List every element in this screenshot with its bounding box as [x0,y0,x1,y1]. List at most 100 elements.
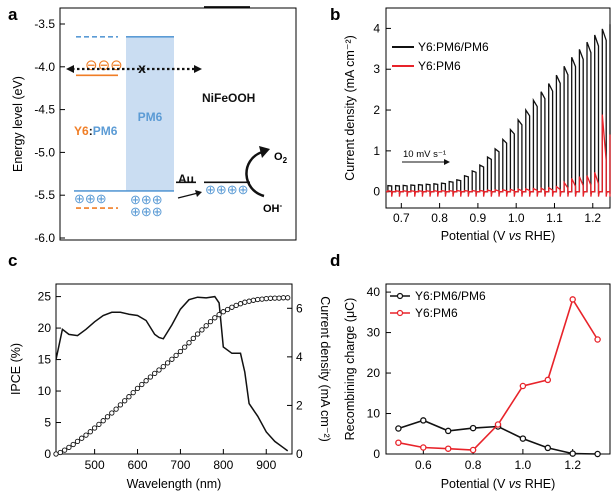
integrated-current-marker [224,306,231,313]
panel-c-left-y-tick-label: 0 [44,447,51,461]
integrated-current-marker [61,447,68,453]
integrated-current-marker [152,370,158,377]
data-point-y6pm6 [420,444,427,451]
panel-c-x-tick-label: 800 [213,458,233,472]
panel-c-x-tick-label: 600 [128,458,148,472]
data-point-y6pm6 [519,382,527,390]
panel-a-y-tick-label: -5.5 [34,188,55,202]
panel-d-x-tick-label: 0.8 [465,458,482,472]
panel-c-chart: c 500 600 700 800 900 0 5 10 15 20 25 0 2 4 6 Waveleng… [8,251,332,491]
series-line-y6pm6 [386,114,611,197]
panel-c-x-tick-label: 500 [85,458,105,472]
data-point-y6pm6pm6 [594,450,601,458]
panel-b-y-tick-label: 1 [373,144,380,158]
integrated-current-marker [250,297,257,303]
panel-d-y-axis-label: Recombining charge (μC) [343,298,357,441]
series-line-ipce [55,295,289,452]
integrated-current-marker [122,398,128,404]
panel-d-y-tick-label: 20 [367,366,381,380]
panel-b-y-tick-label: 3 [373,62,380,76]
panel-c-left-y-tick-label: 25 [38,290,52,304]
integrated-current-marker [57,449,63,456]
integrated-current-marker [199,327,205,333]
y6-pm6-label: Y6:PM6 [74,124,118,138]
integrated-current-marker [233,302,239,309]
legend-label-d-y6pm6pm6: Y6:PM6/PM6 [415,289,486,303]
au-holes: ⊕⊕⊕⊕ [205,182,249,197]
panel-b-frame [385,7,611,209]
panel-b-ticks: 0.7 0.8 0.9 1.0 1.1 1.2 0 1 2 3 4 [373,21,601,225]
integrated-current-marker [229,304,235,310]
integrated-current-marker [203,323,209,329]
panel-c-left-y-axis-label: IPCE (%) [9,343,23,395]
panel-c-x-tick-label: 900 [256,458,276,472]
panel-letter-a: a [8,5,18,24]
oh-superscript: - [280,201,283,210]
panel-b-legend: Y6:PM6/PM6 Y6:PM6 [392,40,489,73]
panel-b-y-tick-label: 2 [373,103,380,117]
integrated-current-marker [96,421,102,428]
integrated-current-marker [156,367,162,373]
o2-subscript: 2 [283,156,288,165]
panel-d-y-tick-label: 0 [373,447,380,461]
integrated-current-marker [207,318,214,325]
oh-text: OH [263,203,280,215]
integrated-current-marker [109,410,115,416]
panel-letter-b: b [330,5,340,24]
hole-transfer-arrow-head-icon [195,190,202,197]
integrated-current-marker [70,441,76,448]
panel-a-y-tick-label: -4.5 [34,103,55,117]
pm6-band-hatch [126,36,174,191]
data-point-y6pm6pm6 [519,435,527,442]
panel-d-x-tick-label: 1.0 [515,458,532,472]
data-point-y6pm6 [569,296,576,303]
panel-d-frame [385,283,611,455]
integrated-current-marker [87,429,93,435]
panel-b-xlabel-part1: Potential (V [441,229,509,243]
panel-a-y-tick-label: -3.5 [34,17,55,31]
panel-d-x-tick-label: 1.2 [564,458,581,472]
y6-electrons: ⊖⊖⊖ [85,57,123,74]
scan-rate-arrow-head-icon [444,159,450,165]
energy-levels [74,6,250,209]
integrated-current-marker [194,331,201,337]
blocked-cross: x [138,60,146,76]
integrated-current-marker [246,298,252,304]
panel-b-x-tick-label: 0.8 [431,211,448,225]
legend-label-y6pm6: Y6:PM6 [418,59,461,73]
integrated-current-marker [259,296,265,302]
integrated-current-marker [117,402,124,408]
panel-a-y-tick-label: -5.0 [34,145,55,159]
panel-c-right-y-tick-label: 0 [296,447,303,461]
panel-c-ticks: 500 600 700 800 900 0 5 10 15 20 25 0 2 4 6 [38,290,303,472]
legend-marker-d-y6pm6 [396,309,404,317]
panel-b-y-tick-label: 4 [373,21,380,35]
integrated-current-marker [143,378,149,384]
integrated-current-marker [79,435,85,441]
integrated-current-marker [134,385,141,392]
o2-label: O2 [274,151,288,165]
panel-c-left-y-tick-label: 15 [38,353,52,367]
oh-label: OH- [263,201,283,215]
integrated-current-marker [220,309,226,315]
integrated-current-marker [173,352,179,359]
panel-a-energy-diagram: a -3.5 -4.0 -4.5 -5.0 -5.5 -6.0 Energy level … [8,5,297,245]
colon-label: : [89,124,93,138]
panel-d-xlabel-vs: vs [509,477,522,491]
integrated-current-marker [113,406,119,412]
integrated-current-marker [267,295,274,301]
integrated-current-marker [126,394,132,400]
integrated-current-marker [255,296,261,303]
legend-marker-d-y6pm6pm6 [396,292,404,300]
panel-b-xlabel-vs: vs [509,229,522,243]
integrated-current-marker [280,295,287,301]
panel-c-right-y-tick-label: 4 [296,350,303,364]
panel-b-chart: b 0.7 0.8 0.9 1.0 1.1 1.2 0 1 2 3 4 Potential (V v… [330,5,611,243]
panel-c-right-y-axis-label: Current density (mA cm⁻²) [318,296,332,442]
integrated-current-marker [285,295,291,301]
integrated-current-marker [74,438,81,445]
data-point-y6pm6 [594,336,601,343]
pm6-label: PM6 [93,124,118,138]
panel-c-right-y-tick-label: 6 [296,301,303,315]
